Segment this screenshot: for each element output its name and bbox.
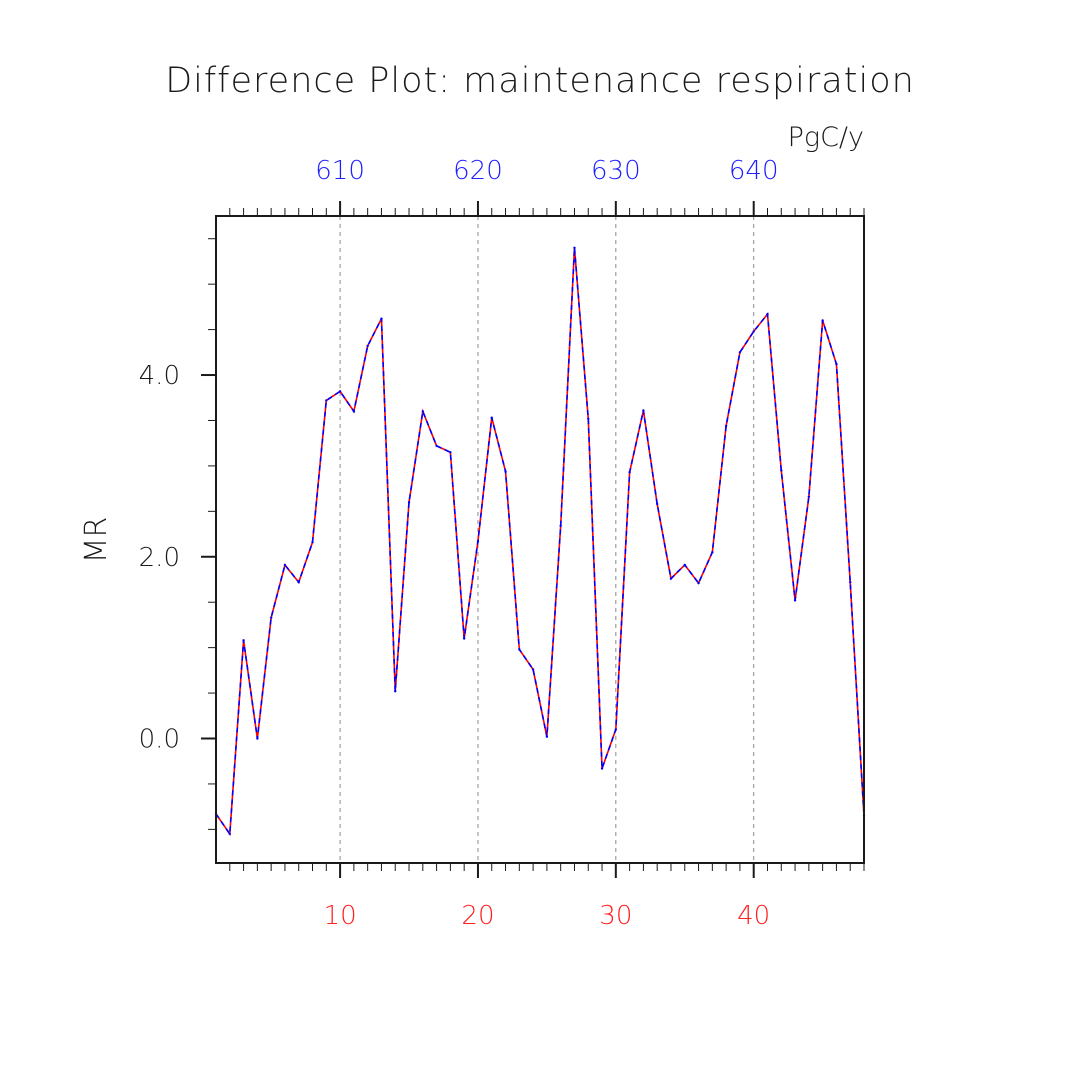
x-tick-label-bottom-10: 10 <box>324 901 357 931</box>
data-point-20 <box>476 540 480 543</box>
x-tick-label-top-610: 610 <box>315 156 365 186</box>
data-point-24 <box>531 668 535 671</box>
data-point-3 <box>242 639 245 642</box>
x-tick-label-bottom-30: 30 <box>599 901 632 931</box>
data-point-8 <box>311 541 314 544</box>
data-point-22 <box>504 470 507 473</box>
data-point-42 <box>780 469 783 472</box>
data-point-15 <box>407 501 411 504</box>
axis-ticks <box>201 201 865 878</box>
data-point-2 <box>228 832 231 836</box>
y-axis-label: MR <box>79 517 114 564</box>
data-point-18 <box>449 451 452 454</box>
data-point-44 <box>807 495 811 498</box>
data-point-46 <box>835 362 838 366</box>
data-point-29 <box>600 767 604 770</box>
data-point-31 <box>628 471 631 474</box>
data-point-41 <box>766 312 769 316</box>
data-point-47 <box>849 581 852 584</box>
data-point-30 <box>614 728 618 731</box>
data-point-12 <box>366 344 369 348</box>
data-point-28 <box>587 417 590 420</box>
x-tick-label-bottom-40: 40 <box>737 901 770 931</box>
grid-lines <box>339 216 755 863</box>
data-point-25 <box>545 735 549 738</box>
data-point-14 <box>394 690 397 693</box>
x-tick-label-top-620: 620 <box>453 156 503 186</box>
data-point-40 <box>752 330 755 333</box>
data-point-27 <box>573 246 576 250</box>
y-tick-label-4.0: 4.0 <box>139 361 180 391</box>
data-point-26 <box>559 524 562 528</box>
data-point-7 <box>297 581 300 584</box>
data-point-5 <box>269 616 273 619</box>
x-tick-label-top-640: 640 <box>729 156 779 186</box>
data-point-34 <box>669 577 673 580</box>
data-point-19 <box>462 637 466 640</box>
data-point-11 <box>352 410 356 413</box>
data-point-16 <box>421 410 425 413</box>
data-point-36 <box>697 581 700 585</box>
y-tick-label-2.0: 2.0 <box>139 543 180 573</box>
units-label: PgC/y <box>788 122 864 153</box>
data-point-17 <box>435 444 438 448</box>
data-point-43 <box>793 599 797 602</box>
series-layer <box>215 247 865 837</box>
data-point-23 <box>518 648 521 651</box>
data-point-9 <box>325 399 328 402</box>
series-line-blue <box>215 247 865 837</box>
data-point-6 <box>283 563 287 567</box>
data-point-4 <box>256 737 259 740</box>
x-tick-label-bottom-20: 20 <box>461 901 494 931</box>
x-tick-label-top-630: 630 <box>591 156 641 186</box>
tick-labels: 10 20 30 40 610 620 630 640 0.0 2.0 4.0 <box>139 156 779 931</box>
data-point-33 <box>655 502 659 506</box>
data-point-13 <box>380 317 383 320</box>
data-point-35 <box>683 563 686 567</box>
y-tick-label-0.0: 0.0 <box>139 725 180 755</box>
data-point-38 <box>724 424 728 428</box>
data-point-37 <box>711 551 714 554</box>
plot-frame <box>215 215 865 864</box>
data-point-21 <box>490 416 493 419</box>
data-point-39 <box>738 351 742 354</box>
data-point-10 <box>338 390 342 393</box>
data-point-45 <box>821 319 824 322</box>
chart-title: Difference Plot: maintenance respiration <box>165 61 915 101</box>
data-point-32 <box>642 409 645 412</box>
